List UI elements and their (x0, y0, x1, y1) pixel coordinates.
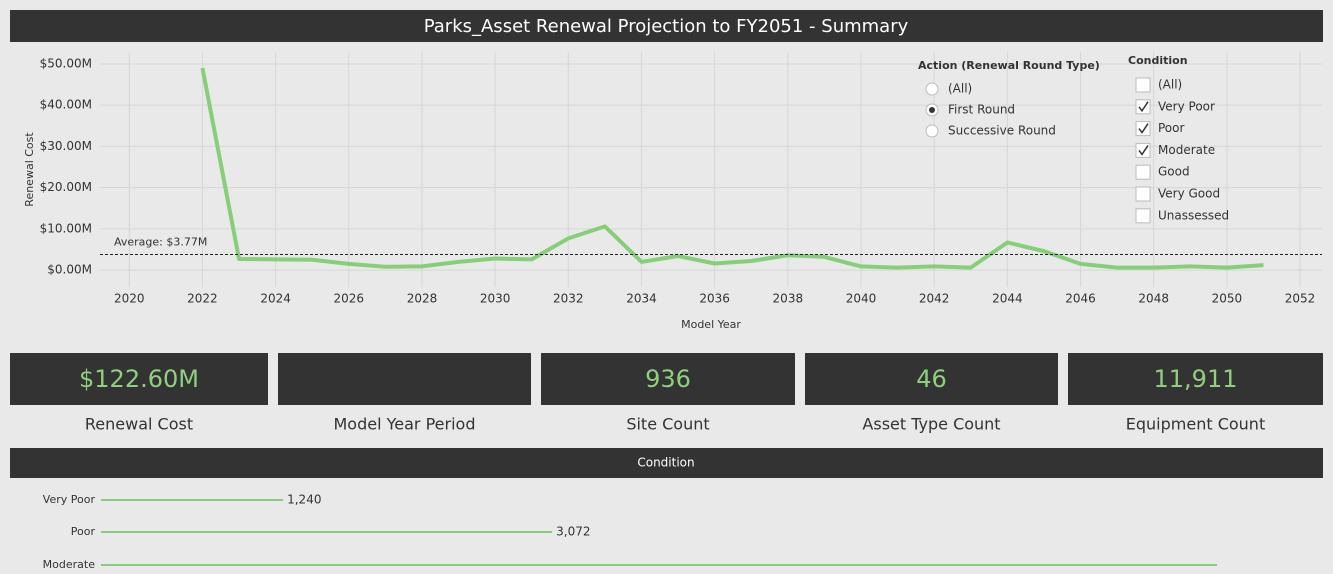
kpi-value: 46 (916, 365, 947, 393)
y-tick-label: $0.00M (47, 263, 92, 277)
x-tick-label: 2052 (1285, 292, 1316, 306)
category-label: Poor (71, 525, 96, 538)
x-tick-label: 2034 (626, 292, 657, 306)
y-tick-label: $10.00M (40, 221, 92, 235)
kpi-tile (10, 353, 268, 405)
x-tick-label: 2022 (187, 292, 218, 306)
kpi-label: Site Count (626, 415, 709, 434)
value-label: 3,072 (556, 525, 590, 539)
x-tick-label: 2036 (699, 292, 730, 306)
checkbox-label: Very Poor (1158, 99, 1215, 113)
category-label: Very Poor (43, 493, 96, 506)
x-tick-label: 2020 (114, 292, 145, 306)
kpi-tile (278, 353, 531, 405)
y-tick-label: $30.00M (40, 139, 92, 153)
kpi-label: Model Year Period (334, 415, 476, 434)
x-tick-label: 2030 (480, 292, 511, 306)
dashboard-title: Parks_Asset Renewal Projection to FY2051… (424, 16, 909, 37)
y-tick-label: $50.00M (40, 56, 92, 70)
renewal-cost-line (200, 67, 1264, 270)
radio-button (925, 82, 939, 96)
x-tick-label: 2024 (260, 292, 291, 306)
y-tick-label: $40.00M (40, 98, 92, 112)
kpi-label: Renewal Cost (85, 415, 193, 434)
kpi-value: 11,911 (1154, 365, 1238, 393)
x-tick-label: 2032 (553, 292, 584, 306)
radio-button (925, 124, 939, 138)
kpi-label: Equipment Count (1126, 415, 1265, 434)
kpi-label: Asset Type Count (862, 415, 1000, 434)
check-mark (1138, 123, 1149, 134)
x-tick-label: 2046 (1065, 292, 1096, 306)
checkbox (1135, 186, 1151, 202)
bar (101, 531, 553, 533)
x-tick-label: 2044 (992, 292, 1023, 306)
kpi-tile (805, 353, 1058, 405)
checkbox (1135, 208, 1151, 224)
y-tick-label: $20.00M (40, 180, 92, 194)
checkbox (1135, 77, 1151, 93)
checkbox-label: Very Good (1158, 187, 1220, 201)
checkbox-label: (All) (1158, 78, 1182, 92)
checkbox-label: Unassessed (1158, 208, 1229, 222)
kpi-value: 936 (645, 365, 691, 393)
check-mark (1138, 144, 1149, 156)
bar (101, 564, 1218, 566)
category-label: Moderate (43, 558, 96, 571)
radio-dot (929, 107, 935, 113)
x-tick-label: 2038 (773, 292, 804, 306)
bar (101, 499, 284, 501)
x-tick-label: 2040 (846, 292, 877, 306)
condition-header-bar (10, 448, 1323, 478)
checkbox (1135, 164, 1151, 180)
title-bar (10, 10, 1323, 42)
average-label: Average: $3.77M (114, 236, 207, 249)
x-tick-label: 2050 (1212, 292, 1243, 306)
action-filter-title: Action (Renewal Round Type) (918, 59, 1100, 72)
x-tick-label: 2026 (334, 292, 365, 306)
x-axis-label: Model Year (681, 318, 741, 331)
check-mark (1138, 101, 1149, 113)
condition-filter-title: Condition (1128, 54, 1188, 67)
value-label: 1,240 (287, 493, 321, 507)
x-tick-label: 2048 (1138, 292, 1169, 306)
checkbox-label: Poor (1158, 121, 1184, 135)
kpi-tile (1068, 353, 1323, 405)
radio-label: (All) (948, 82, 972, 96)
radio-label: First Round (948, 103, 1015, 117)
checkbox-label: Good (1158, 165, 1190, 179)
y-axis-label: Renewal Cost (23, 132, 36, 207)
radio-label: Successive Round (948, 124, 1056, 138)
condition-header: Condition (637, 456, 694, 470)
x-tick-label: 2042 (919, 292, 950, 306)
x-tick-label: 2028 (407, 292, 438, 306)
kpi-value: $122.60M (79, 365, 199, 393)
kpi-tile (541, 353, 795, 405)
checkbox-label: Moderate (1158, 143, 1215, 157)
